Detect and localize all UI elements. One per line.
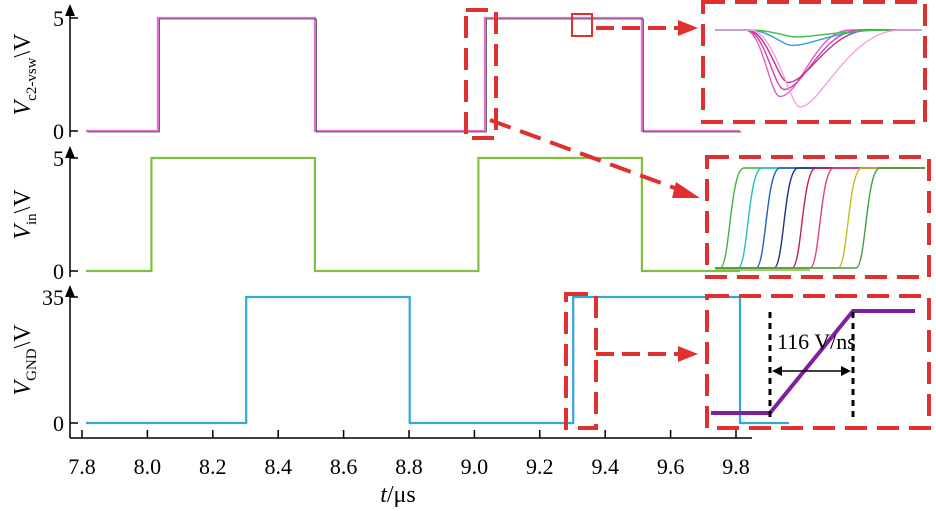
- y-axis-label: VGND\V: [10, 324, 40, 396]
- x-tick-label: 9.2: [526, 454, 554, 479]
- inset-curve: [715, 29, 922, 91]
- x-tick-label: 9.4: [591, 454, 619, 479]
- y-axis-label: Vin\V: [10, 189, 40, 240]
- inset-curve: [715, 29, 922, 38]
- y-axis-label-sub: GND: [24, 348, 40, 381]
- y-axis-label-sub: in: [24, 213, 40, 225]
- arrow-right-icon: [841, 366, 851, 376]
- y-tick-label: 5: [53, 146, 64, 171]
- x-tick-label: 9.6: [657, 454, 685, 479]
- inset-curve: [715, 167, 925, 269]
- series-line: [86, 16, 740, 133]
- series-line: [86, 295, 789, 425]
- inset-curve: [715, 167, 925, 269]
- y-axis-label-unit: \V: [10, 33, 36, 58]
- inset-curve: [715, 29, 922, 108]
- inset-layer: [711, 29, 925, 420]
- zoom-source-box-small: [571, 13, 593, 37]
- inset-curve: [715, 29, 922, 98]
- series-layer: [86, 16, 789, 425]
- x-axis-label-var: t: [380, 482, 388, 508]
- y-axis-label-unit: \V: [10, 189, 36, 214]
- zoom-source-box: [464, 8, 498, 140]
- inset-box: [701, 0, 927, 124]
- y-axis-label-unit: \V: [10, 324, 36, 349]
- y-axis-arrow-icon: [65, 4, 75, 16]
- inset-curve: [715, 29, 922, 47]
- inset-curve: [715, 29, 922, 84]
- y-axis-label-var: V: [10, 99, 36, 116]
- y-tick-label: 5: [53, 6, 64, 31]
- zoom-arrow-head-icon: [672, 182, 700, 198]
- x-tick-label: 9.8: [722, 454, 750, 479]
- x-axis-label: t/μs: [380, 482, 416, 508]
- x-tick-label: 8.8: [395, 454, 423, 479]
- zoom-arrow-head-icon: [678, 20, 698, 36]
- x-tick-label: 8.0: [134, 454, 162, 479]
- series-line: [86, 156, 740, 273]
- y-axis-arrow-icon: [65, 146, 75, 158]
- x-tick-label: 7.8: [68, 454, 96, 479]
- y-tick-label: 35: [42, 285, 64, 310]
- y-axis-label-sub: c2-vsw: [24, 57, 40, 100]
- x-tick-label: 8.4: [264, 454, 292, 479]
- y-axis-label: Vc2-vsw\V: [10, 33, 40, 116]
- inset-curve: [715, 167, 925, 269]
- inset-curve: [715, 167, 925, 269]
- inset-curve: [715, 167, 925, 269]
- y-tick-label: 0: [53, 411, 64, 436]
- inset-curve: [715, 167, 925, 269]
- y-tick-label: 0: [53, 259, 64, 284]
- y-tick-label: 0: [53, 119, 64, 144]
- arrow-left-icon: [772, 366, 782, 376]
- x-tick-label: 8.6: [330, 454, 358, 479]
- x-tick-label: 9.0: [461, 454, 489, 479]
- x-tick-label: 8.2: [199, 454, 227, 479]
- zoom-arrow-head-icon: [678, 346, 698, 362]
- inset-ramp-line: [711, 309, 915, 415]
- y-axis-arrow-icon: [65, 285, 75, 297]
- inset-curve: [715, 167, 925, 269]
- zoom-layer: [464, 0, 931, 430]
- series-line-shadow: [87, 18, 742, 133]
- y-axis-label-var: V: [10, 223, 36, 240]
- zoom-source-box: [564, 292, 598, 430]
- zoom-arrow-line: [489, 118, 681, 192]
- inset-curve: [715, 167, 925, 269]
- slew-rate-annotation: 116 V/ns: [777, 329, 856, 354]
- inset-box: [705, 294, 931, 430]
- x-axis-label-unit: /μs: [387, 482, 416, 508]
- inset-box: [705, 155, 931, 279]
- y-axis-label-var: V: [10, 379, 36, 396]
